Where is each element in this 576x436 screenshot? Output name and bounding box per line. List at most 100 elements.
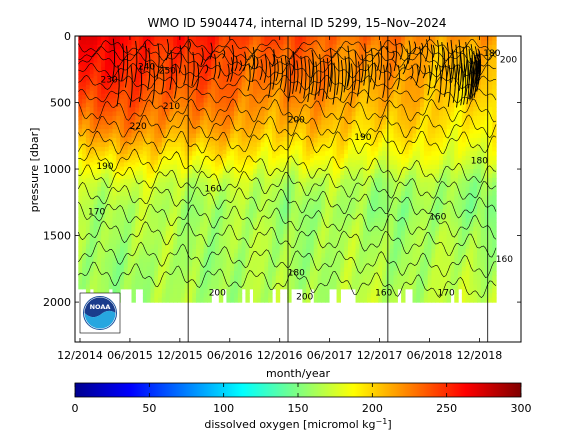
heatmap-cell [104, 222, 110, 228]
heatmap-cell [344, 250, 349, 256]
heatmap-cell [116, 222, 121, 228]
heatmap-cell [116, 231, 121, 237]
heatmap-cell [355, 155, 360, 161]
heatmap-cell [374, 129, 379, 135]
heatmap-cell [222, 158, 228, 163]
heatmap-cell [366, 217, 372, 223]
heatmap-cell [135, 116, 140, 121]
heatmap-cell [188, 177, 193, 183]
heatmap-cell [366, 102, 372, 108]
heatmap-cell [108, 242, 114, 248]
heatmap-cell [139, 145, 144, 151]
heatmap-cell [302, 257, 307, 263]
heatmap-cell [241, 128, 247, 134]
heatmap-cell [363, 120, 368, 126]
heatmap-cell [112, 71, 117, 77]
heatmap-cell [279, 221, 284, 227]
heatmap-cell [332, 187, 338, 193]
heatmap-cell [241, 267, 247, 273]
heatmap-cell [218, 200, 224, 206]
heatmap-cell [264, 40, 269, 46]
heatmap-cell [116, 102, 121, 108]
heatmap-cell [230, 173, 235, 179]
heatmap-cell [283, 179, 288, 185]
heatmap-cell [287, 222, 292, 228]
heatmap-cell [370, 115, 376, 121]
heatmap-cell [215, 191, 220, 197]
heatmap-cell [177, 288, 182, 294]
heatmap-cell [127, 132, 133, 138]
heatmap-cell [268, 151, 273, 157]
heatmap-cell [355, 200, 360, 206]
heatmap-cell [313, 146, 319, 152]
heatmap-cell [264, 275, 269, 281]
heatmap-cell [317, 80, 322, 86]
heatmap-cell [313, 169, 319, 175]
heatmap-cell [275, 231, 281, 237]
heatmap-cell [108, 263, 114, 269]
heatmap-cell [370, 186, 376, 192]
heatmap-cell [78, 166, 83, 172]
heatmap-cell [287, 182, 292, 188]
heatmap-cell [127, 111, 133, 117]
heatmap-cell [101, 271, 106, 277]
heatmap-cell [336, 49, 341, 55]
heatmap-cell [306, 262, 311, 268]
heatmap-cell [283, 158, 288, 163]
heatmap-cell [215, 149, 220, 155]
heatmap-cell [196, 182, 201, 188]
heatmap-cell [169, 182, 174, 188]
heatmap-cell [226, 262, 231, 268]
heatmap-cell [306, 89, 311, 95]
heatmap-cell [146, 146, 152, 152]
heatmap-cell [169, 44, 174, 50]
heatmap-cell [161, 204, 167, 210]
heatmap-cell [104, 102, 110, 108]
heatmap-cell [139, 183, 144, 189]
heatmap-cell [120, 162, 125, 168]
heatmap-cell [355, 40, 360, 46]
heatmap-cell [347, 141, 353, 147]
heatmap-cell [108, 259, 114, 265]
heatmap-cell [245, 257, 250, 263]
heatmap-cell [97, 191, 102, 197]
heatmap-cell [328, 153, 334, 159]
heatmap-cell [131, 204, 136, 210]
heatmap-cell [370, 195, 376, 201]
heatmap-cell [207, 151, 212, 157]
heatmap-cell [169, 253, 174, 259]
heatmap-cell [290, 267, 296, 273]
heatmap-cell [249, 200, 254, 206]
heatmap-cell [340, 280, 345, 286]
heatmap-cell [256, 186, 262, 192]
heatmap-cell [146, 36, 152, 42]
heatmap-cell [378, 266, 383, 272]
heatmap-cell [290, 166, 296, 172]
heatmap-cell [234, 40, 239, 46]
heatmap-cell [241, 212, 247, 218]
heatmap-cell [249, 94, 254, 100]
heatmap-cell [393, 89, 398, 95]
heatmap-cell [256, 160, 262, 166]
heatmap-cell [139, 191, 144, 197]
heatmap-cell [116, 266, 121, 272]
heatmap-cell [366, 164, 372, 170]
heatmap-cell [351, 267, 357, 273]
heatmap-cell [355, 53, 360, 59]
heatmap-cell [317, 222, 322, 228]
heatmap-cell [131, 231, 136, 237]
heatmap-cell [382, 204, 387, 210]
heatmap-cell [169, 40, 174, 46]
heatmap-cell [108, 57, 114, 62]
heatmap-cell [275, 164, 281, 170]
heatmap-cell [309, 44, 315, 50]
heatmap-cell [340, 111, 345, 117]
heatmap-cell [131, 195, 136, 201]
heatmap-cell [351, 94, 357, 100]
heatmap-cell [207, 142, 212, 148]
heatmap-cell [142, 262, 148, 268]
heatmap-cell [347, 259, 353, 265]
heatmap-cell [215, 162, 220, 168]
heatmap-cell [123, 124, 129, 130]
